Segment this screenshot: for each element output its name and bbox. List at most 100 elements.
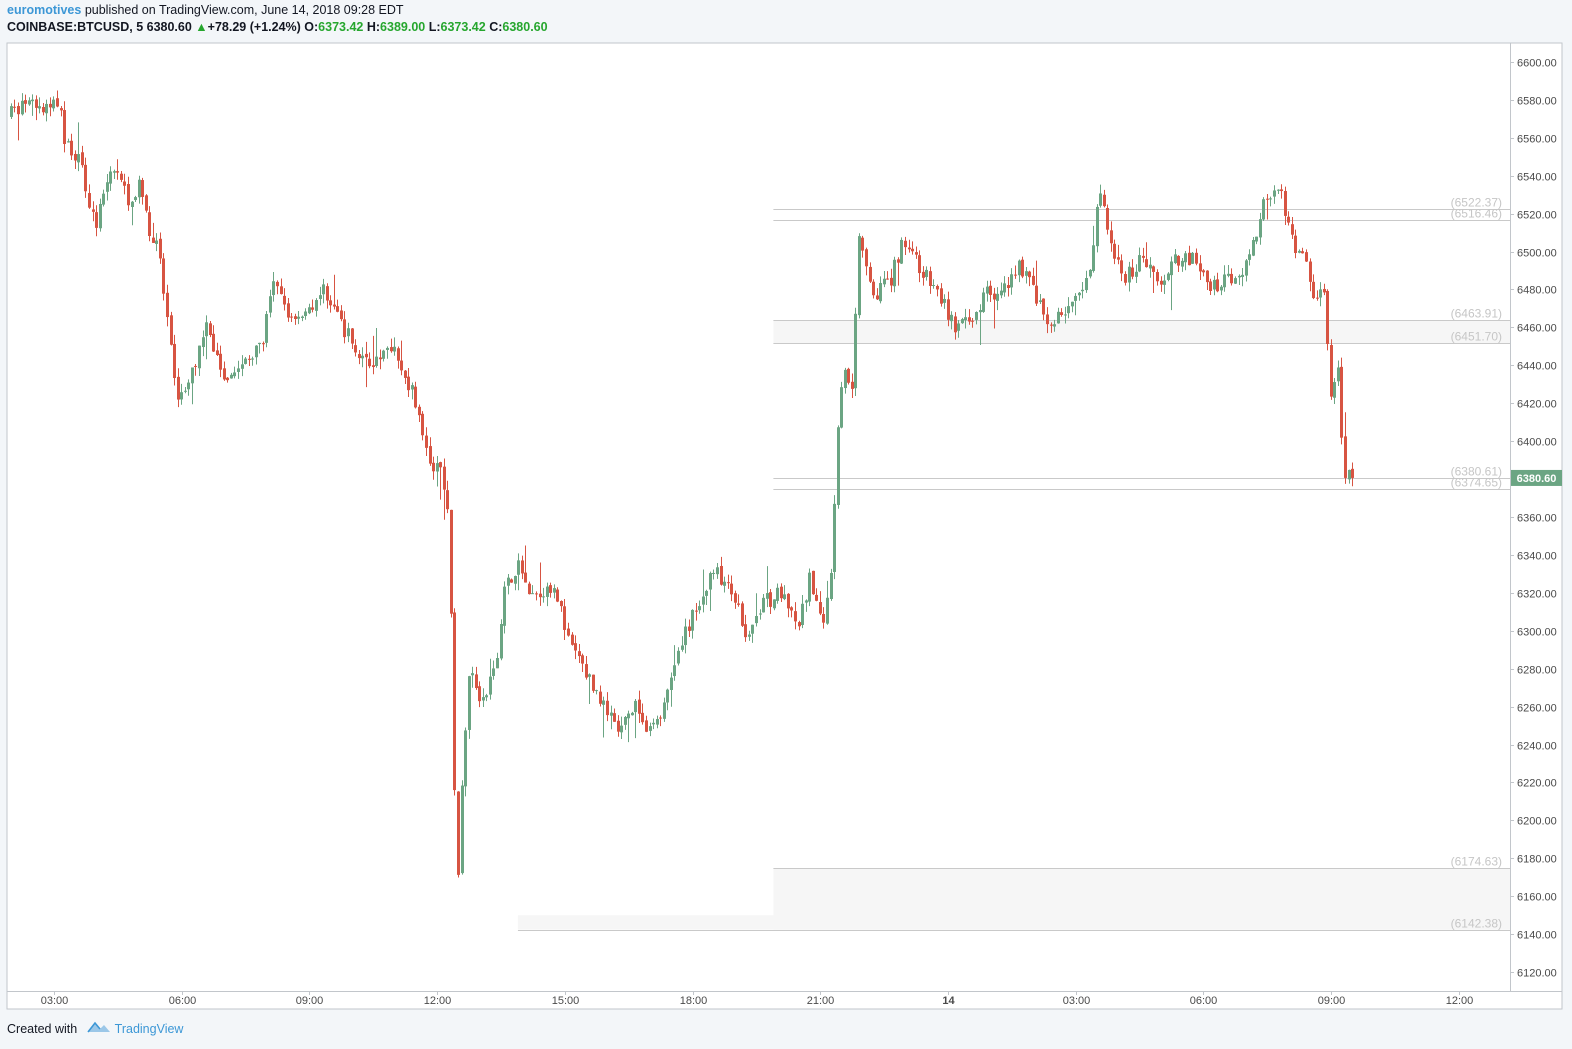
candle-body <box>393 346 396 352</box>
tradingview-logo-icon[interactable] <box>87 1020 111 1040</box>
candle-body <box>1202 270 1205 273</box>
candle-body <box>620 725 623 733</box>
price-tick-label: 6200.00 <box>1517 816 1557 828</box>
candle-body <box>876 295 879 300</box>
candle-body <box>1099 193 1102 206</box>
time-tick-label: 21:00 <box>807 995 835 1007</box>
candle-body <box>1092 245 1095 271</box>
candle-body <box>255 345 258 358</box>
level-label: (6374.65) <box>1451 476 1502 490</box>
candle-body <box>837 427 840 505</box>
candle-body <box>1145 259 1148 268</box>
candle-body <box>145 195 148 211</box>
levels-layer: (6522.37)(6516.46) (6463.91) (6451.70) (638… <box>517 196 1510 931</box>
candle-body <box>1142 255 1145 258</box>
time-tick-label: 03:00 <box>41 995 69 1007</box>
time-tick-label: 15:00 <box>552 995 580 1007</box>
candle-body <box>1213 279 1216 290</box>
candle-body <box>1284 190 1287 216</box>
candle-body <box>212 333 215 352</box>
candle-body <box>322 284 325 295</box>
level-label: (6463.91) <box>1451 307 1502 321</box>
candle-body <box>42 106 45 113</box>
candle-body <box>191 367 194 384</box>
candle-body <box>851 381 854 389</box>
candle-body <box>159 238 162 259</box>
candle-body <box>535 593 538 595</box>
candle-body <box>1316 297 1319 299</box>
candle-body <box>123 181 126 186</box>
candle-body <box>49 103 52 108</box>
candle-body <box>996 293 999 301</box>
price-tick-label: 6520.00 <box>1517 210 1557 222</box>
candle-body <box>500 624 503 659</box>
price-tick-label: 6260.00 <box>1517 703 1557 715</box>
candle-body <box>755 615 758 624</box>
candle-body <box>1025 271 1028 276</box>
candle-body <box>134 197 137 201</box>
candle-body <box>74 153 77 161</box>
candle-body <box>503 586 506 626</box>
candle-body <box>209 323 212 336</box>
candle-body <box>1152 266 1155 272</box>
candle-body <box>656 719 659 725</box>
candle-body <box>390 347 393 352</box>
candle-body <box>450 509 453 614</box>
candle-body <box>822 613 825 623</box>
candle-body <box>262 343 265 345</box>
candle-body <box>202 337 205 348</box>
candle-body <box>666 689 669 703</box>
candle-body <box>1337 367 1340 382</box>
candle-body <box>1007 285 1010 288</box>
candle-body <box>492 668 495 676</box>
price-tick-label: 6280.00 <box>1517 665 1557 677</box>
candle-body <box>414 386 417 408</box>
candle-body <box>361 355 364 359</box>
candle-body <box>84 164 87 192</box>
candle-body <box>421 413 424 436</box>
candle-body <box>649 726 652 731</box>
candle-body <box>1344 436 1347 478</box>
candle-body <box>1046 314 1049 325</box>
candle-body <box>468 676 471 730</box>
price-tick-label: 6180.00 <box>1517 854 1557 866</box>
candle-body <box>1021 259 1024 277</box>
candle-body <box>1351 468 1354 478</box>
candle-body <box>1035 285 1038 304</box>
candle-body <box>961 319 964 324</box>
candle-body <box>60 108 63 111</box>
candle-body <box>425 435 428 448</box>
candle-body <box>315 300 318 311</box>
candle-body <box>723 581 726 586</box>
candle-body <box>613 713 616 722</box>
candle-body <box>787 593 790 609</box>
author-link[interactable]: euromotives <box>7 3 82 17</box>
candle-body <box>265 314 268 343</box>
candle-body <box>1248 254 1251 260</box>
candle-body <box>790 607 793 611</box>
candle-body <box>908 247 911 250</box>
price-tick-label: 6140.00 <box>1517 930 1557 942</box>
candle-body <box>1348 469 1351 480</box>
zones-layer <box>517 319 1510 930</box>
tradingview-brand-link[interactable]: TradingView <box>114 1022 184 1036</box>
candle-body <box>496 658 499 669</box>
candle-body <box>116 171 119 173</box>
candle-body <box>954 316 957 333</box>
candle-body <box>241 364 244 369</box>
time-tick-label: 06:00 <box>169 995 197 1007</box>
symbol-name[interactable]: COINBASE:BTCUSD <box>7 20 130 34</box>
candle-body <box>45 103 48 114</box>
candle-body <box>31 99 34 102</box>
price-tick-label: 6320.00 <box>1517 589 1557 601</box>
candle-body <box>1053 324 1056 327</box>
time-axis[interactable]: 03:00 06:00 09:00 12:00 15:00 18:00 21:00 14 03:… <box>41 991 1474 1007</box>
candle-body <box>1234 278 1237 284</box>
candle-body <box>276 281 279 287</box>
candle-body <box>343 319 346 338</box>
candle-body <box>1018 260 1021 276</box>
candle-body <box>663 702 666 719</box>
candle-body <box>932 285 935 287</box>
candle-body <box>397 348 400 361</box>
